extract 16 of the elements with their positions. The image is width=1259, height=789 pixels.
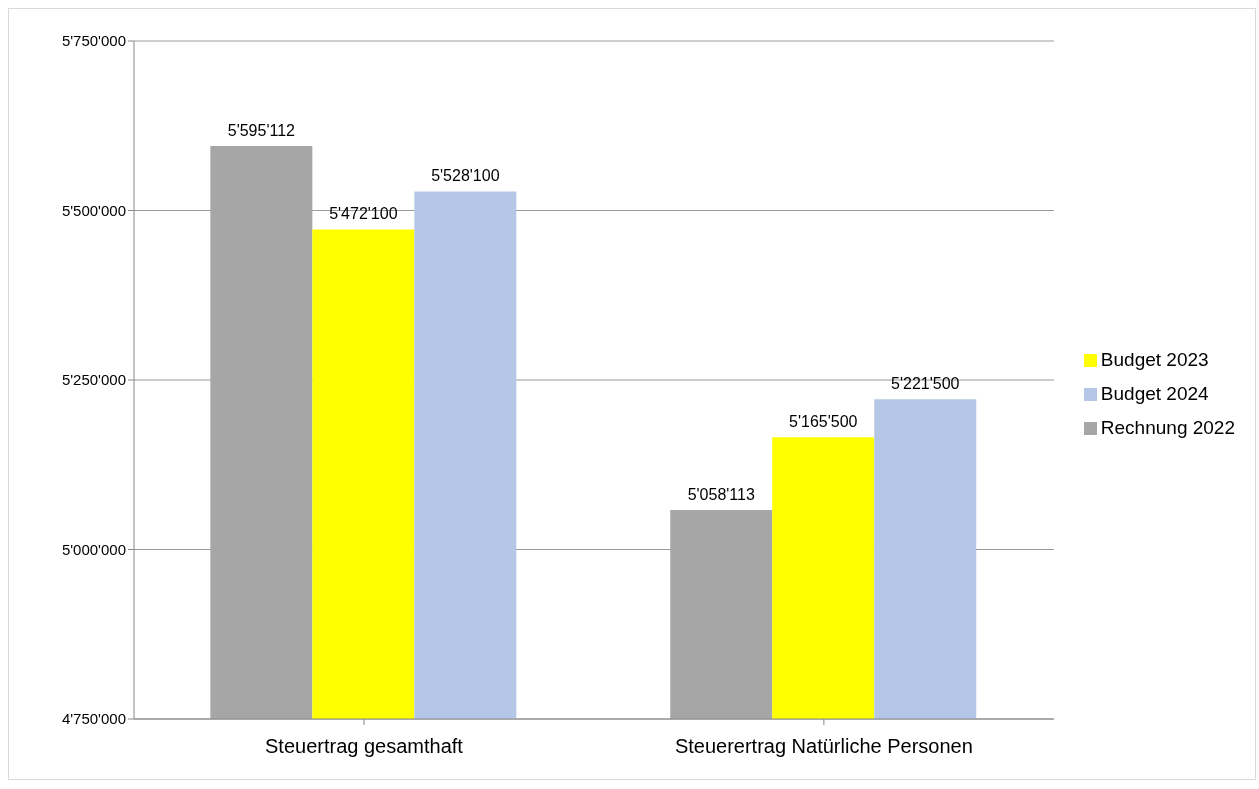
data-label: 5'221'500 (891, 375, 960, 393)
data-label: 5'595'112 (227, 122, 296, 140)
data-label: 5'165'500 (789, 413, 858, 431)
legend-label: Budget 2024 (1100, 383, 1209, 404)
x-tick-label: Steuerertrag Natürliche Personen (674, 735, 973, 758)
data-label: 5'528'100 (431, 167, 500, 185)
x-tick-label: Steuertrag gesamthaft (265, 735, 464, 758)
y-tick-label: 5'250'000 (61, 371, 126, 389)
y-tick-label: 5'500'000 (61, 201, 126, 219)
y-tick-label: 4'750'000 (61, 710, 126, 728)
legend-label: Rechnung 2022 (1100, 417, 1235, 438)
legend-label: Budget 2023 (1100, 349, 1209, 370)
data-label: 5'472'100 (329, 205, 398, 223)
y-tick-label: 5'750'000 (61, 32, 126, 50)
y-tick-label: 5'000'000 (61, 540, 126, 558)
data-label: 5'058'113 (687, 486, 755, 504)
